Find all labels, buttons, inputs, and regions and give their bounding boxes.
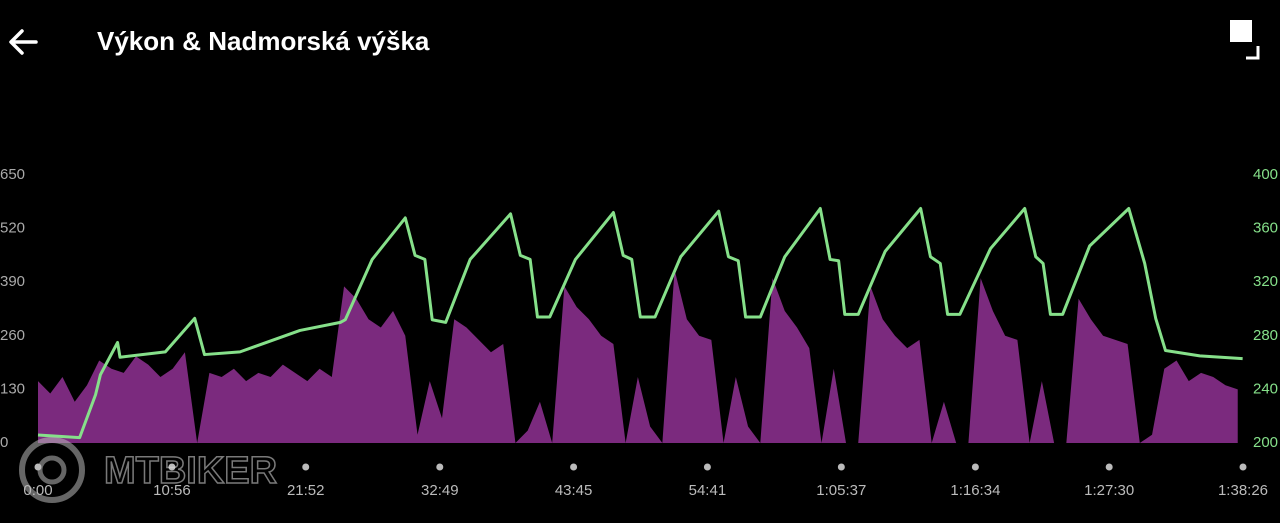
x-tick-label: 1:16:34 bbox=[950, 482, 1000, 499]
x-tick-label: 1:27:30 bbox=[1084, 482, 1134, 499]
power-area bbox=[38, 269, 1238, 443]
y2-tick-label: 400 bbox=[1253, 166, 1278, 183]
y-tick-label: 260 bbox=[0, 327, 25, 344]
fullscreen-corner bbox=[1246, 46, 1260, 60]
watermark-logo-inner bbox=[37, 455, 67, 485]
x-tick-label: 54:41 bbox=[689, 482, 727, 499]
x-tick-label: 1:05:37 bbox=[816, 482, 866, 499]
y2-tick-label: 280 bbox=[1253, 327, 1278, 344]
x-tick-label: 21:52 bbox=[287, 482, 325, 499]
x-tick-dot bbox=[302, 463, 310, 471]
screen-title: Výkon & Nadmorská výška bbox=[97, 26, 430, 56]
x-tick-dot bbox=[837, 463, 845, 471]
y-tick-label: 390 bbox=[0, 273, 25, 290]
y2-tick-label: 200 bbox=[1253, 434, 1278, 451]
x-tick-label: 1:38:26 bbox=[1218, 482, 1268, 499]
watermark-logo bbox=[19, 437, 85, 503]
y-tick-label: 650 bbox=[0, 166, 25, 183]
x-tick-dot bbox=[1239, 463, 1247, 471]
fullscreen-button[interactable] bbox=[1230, 20, 1260, 60]
x-tick-dot bbox=[168, 463, 176, 471]
x-tick-dot bbox=[570, 463, 578, 471]
y2-tick-label: 240 bbox=[1253, 380, 1278, 397]
back-button[interactable] bbox=[9, 29, 38, 55]
watermark: MTBIKER bbox=[19, 437, 278, 503]
x-tick-label: 32:49 bbox=[421, 482, 459, 499]
back-arrow bbox=[9, 29, 38, 55]
x-tick-label: 43:45 bbox=[555, 482, 593, 499]
x-tick-dot bbox=[971, 463, 979, 471]
y2-tick-label: 360 bbox=[1253, 220, 1278, 237]
watermark-text: MTBIKER bbox=[104, 450, 277, 492]
y-tick-label: 130 bbox=[0, 380, 25, 397]
x-tick-dot bbox=[1105, 463, 1113, 471]
y-tick-label: 520 bbox=[0, 220, 25, 237]
y2-tick-label: 320 bbox=[1253, 273, 1278, 290]
x-tick-dot bbox=[436, 463, 444, 471]
fullscreen-icon bbox=[1230, 20, 1252, 42]
elevation-line bbox=[37, 207, 1243, 440]
y-tick-label: 0 bbox=[0, 434, 8, 451]
x-tick-dot bbox=[703, 463, 711, 471]
x-tick-label: 10:56 bbox=[153, 482, 191, 499]
